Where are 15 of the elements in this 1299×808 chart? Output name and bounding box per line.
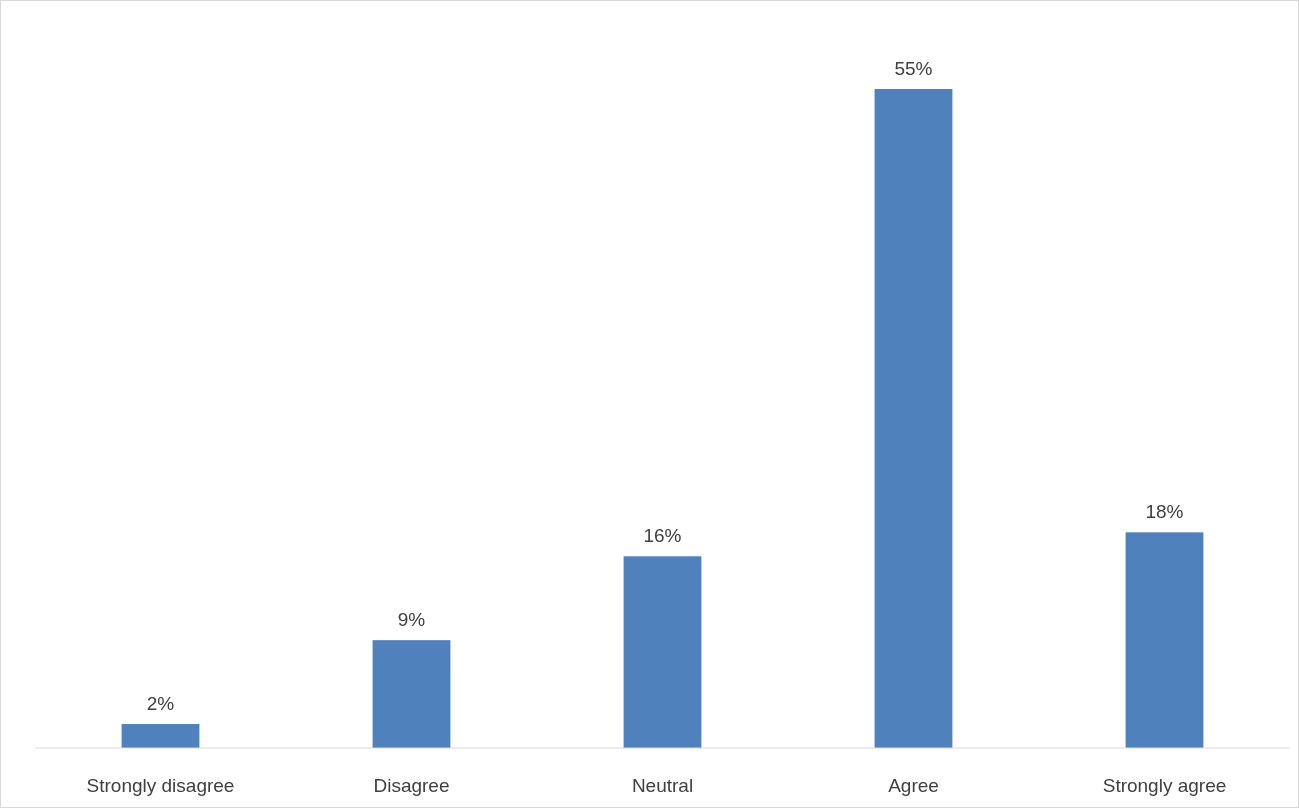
bar: [874, 89, 953, 748]
bar: [372, 640, 451, 748]
data-label: 55%: [894, 58, 933, 79]
x-tick-label: Agree: [888, 775, 939, 796]
x-tick-label: Strongly agree: [1102, 775, 1227, 796]
x-tick-label: Disagree: [373, 775, 450, 796]
data-label: 16%: [643, 525, 682, 547]
data-label: 2%: [146, 693, 175, 715]
bar: [121, 724, 200, 748]
data-label: 18%: [1145, 501, 1184, 523]
data-label: 9%: [397, 609, 426, 631]
bar: [623, 556, 702, 748]
bar: [1125, 532, 1204, 748]
x-tick-label: Strongly disagree: [86, 775, 235, 796]
x-tick-label: Neutral: [631, 775, 694, 796]
